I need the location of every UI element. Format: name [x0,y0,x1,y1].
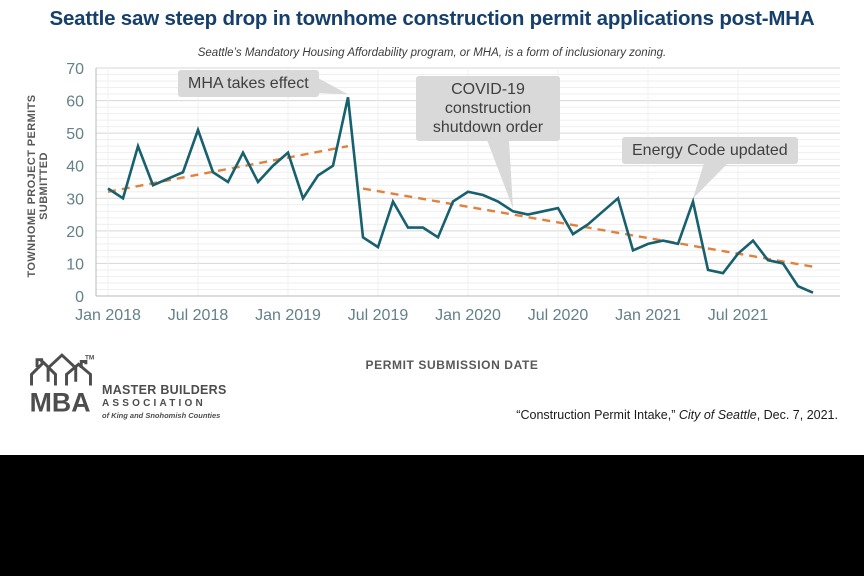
chart-title: Seattle saw steep drop in townhome const… [49,7,815,30]
source-citation: “Construction Permit Intake,” City of Se… [516,408,838,422]
chart-subtitle: Seattle’s Mandatory Housing Affordabilit… [197,47,667,59]
annotation-covid-shutdown: COVID-19 construction shutdown order [416,76,560,141]
x-axis-title: PERMIT SUBMISSION DATE [365,358,539,372]
svg-text:Jan 2019: Jan 2019 [255,307,321,324]
svg-text:Jul 2018: Jul 2018 [168,307,229,324]
y-axis-title: TOWNHOME PROJECT PERMITS SUBMITTED [26,94,50,278]
mba-houses-icon: MBA TM [30,353,94,417]
svg-text:Jan 2018: Jan 2018 [75,307,141,324]
logo-name-line1: MASTER BUILDERS [102,383,227,397]
source-publisher: City of Seattle [678,408,757,422]
svg-text:Jul 2020: Jul 2020 [528,307,589,324]
svg-text:20: 20 [66,224,84,241]
svg-text:50: 50 [66,126,84,143]
svg-text:40: 40 [66,159,84,176]
svg-text:30: 30 [66,191,84,208]
bottom-band [0,455,864,576]
source-date: , Dec. 7, 2021. [756,408,838,422]
logo-name-line3: of King and Snohomish Counties [102,411,221,420]
svg-text:10: 10 [66,256,84,273]
logo-abbr: MBA [30,387,91,417]
logo-tm: TM [85,355,94,362]
svg-text:Jul 2019: Jul 2019 [348,307,409,324]
annotation-energy-code: Energy Code updated [622,137,798,164]
svg-text:0: 0 [75,289,84,306]
logo-text: MASTER BUILDERS ASSOCIATION of King and … [102,383,227,420]
logo-name-line2: ASSOCIATION [102,398,206,409]
source-prefix: “Construction Permit Intake,” [516,408,679,422]
svg-text:Jan 2020: Jan 2020 [435,307,501,324]
svg-text:60: 60 [66,94,84,111]
svg-text:Jan 2021: Jan 2021 [615,307,681,324]
svg-text:70: 70 [66,61,84,78]
mba-logo: MBA TM MASTER BUILDERS ASSOCIATION of Ki… [26,352,227,430]
annotation-mha-takes-effect: MHA takes effect [178,70,319,97]
svg-text:Jul 2021: Jul 2021 [708,307,769,324]
